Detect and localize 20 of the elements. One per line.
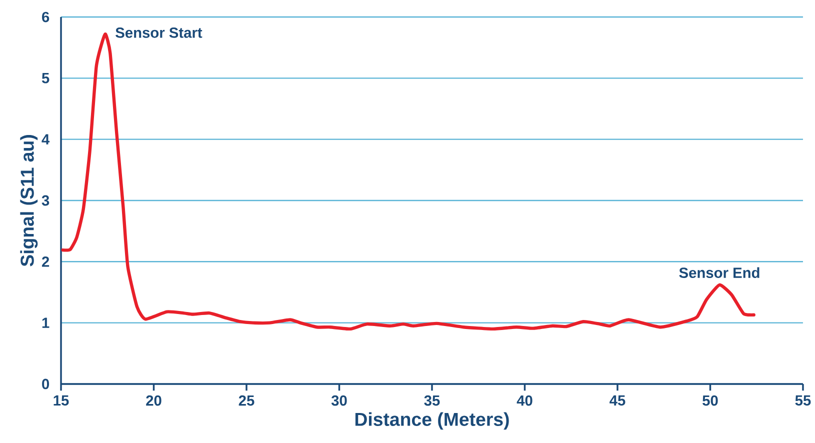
x-tick-label: 25 [238, 395, 254, 406]
x-tick-label: 15 [54, 395, 69, 406]
annotation: Sensor End [679, 267, 760, 278]
y-tick-label: 1 [42, 318, 50, 328]
annotation: Sensor Start [116, 27, 202, 38]
x-tick-label: 50 [702, 395, 718, 406]
x-axis-title: Distance (Meters) [355, 412, 509, 430]
x-tick-label: 40 [516, 395, 532, 406]
y-axis-title: Signal (S11 au) [20, 135, 38, 266]
y-tick-label: 2 [42, 256, 50, 267]
x-tick-label: 35 [424, 395, 440, 406]
x-tick-label: 55 [795, 395, 811, 406]
y-tick-label: 6 [42, 12, 50, 22]
y-tick-label: 0 [42, 378, 50, 390]
x-tick-label: 30 [331, 395, 347, 406]
y-tick-label: 4 [42, 134, 50, 144]
x-tick-label: 20 [146, 395, 162, 406]
x-tick-label: 45 [610, 395, 626, 406]
y-tick-label: 3 [42, 195, 50, 206]
y-tick-label: 5 [42, 73, 50, 84]
